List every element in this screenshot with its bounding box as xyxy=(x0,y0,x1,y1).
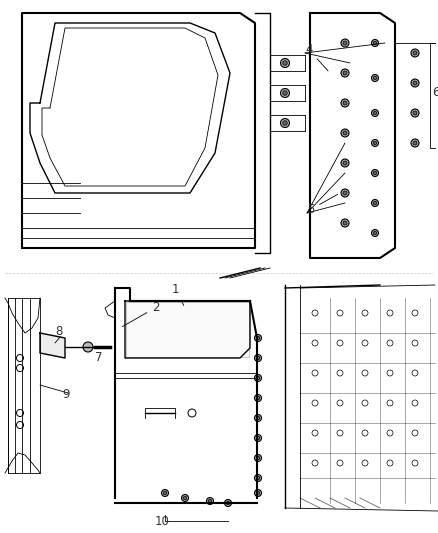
Circle shape xyxy=(280,59,290,68)
Circle shape xyxy=(343,101,347,105)
Circle shape xyxy=(341,129,349,137)
Circle shape xyxy=(343,131,347,135)
Circle shape xyxy=(256,436,260,440)
Circle shape xyxy=(411,139,419,147)
Circle shape xyxy=(208,499,212,503)
Circle shape xyxy=(183,496,187,500)
Circle shape xyxy=(411,79,419,87)
Circle shape xyxy=(413,111,417,115)
Circle shape xyxy=(280,118,290,127)
Circle shape xyxy=(413,51,417,55)
Circle shape xyxy=(254,354,261,361)
Circle shape xyxy=(254,375,261,382)
Circle shape xyxy=(413,81,417,85)
Circle shape xyxy=(283,121,287,125)
Circle shape xyxy=(254,415,261,422)
Circle shape xyxy=(254,394,261,401)
Circle shape xyxy=(254,474,261,481)
Circle shape xyxy=(341,159,349,167)
Circle shape xyxy=(343,161,347,165)
Circle shape xyxy=(343,191,347,195)
Circle shape xyxy=(413,141,417,145)
Circle shape xyxy=(181,495,188,502)
Circle shape xyxy=(256,396,260,400)
Circle shape xyxy=(256,376,260,379)
Text: 9: 9 xyxy=(62,388,70,401)
Circle shape xyxy=(373,111,377,115)
Circle shape xyxy=(411,109,419,117)
Text: 6: 6 xyxy=(432,86,438,99)
Circle shape xyxy=(373,231,377,235)
Circle shape xyxy=(256,491,260,495)
Circle shape xyxy=(371,230,378,237)
Circle shape xyxy=(343,41,347,45)
Text: 1: 1 xyxy=(172,283,184,305)
Circle shape xyxy=(226,501,230,505)
Text: 7: 7 xyxy=(95,351,102,364)
Bar xyxy=(126,302,249,357)
Circle shape xyxy=(280,88,290,98)
Circle shape xyxy=(283,91,287,95)
Circle shape xyxy=(371,39,378,46)
Circle shape xyxy=(373,171,377,175)
Circle shape xyxy=(373,141,377,145)
Circle shape xyxy=(341,99,349,107)
Circle shape xyxy=(343,221,347,225)
Text: 10: 10 xyxy=(155,515,170,528)
Circle shape xyxy=(341,39,349,47)
Circle shape xyxy=(371,199,378,206)
Circle shape xyxy=(256,416,260,420)
Circle shape xyxy=(254,489,261,497)
Circle shape xyxy=(343,71,347,75)
Circle shape xyxy=(371,169,378,176)
Circle shape xyxy=(373,41,377,45)
Circle shape xyxy=(162,489,169,497)
Circle shape xyxy=(341,219,349,227)
Circle shape xyxy=(256,477,260,480)
Circle shape xyxy=(83,342,93,352)
Circle shape xyxy=(341,69,349,77)
Circle shape xyxy=(254,455,261,462)
Circle shape xyxy=(411,49,419,57)
Circle shape xyxy=(283,61,287,65)
Circle shape xyxy=(225,499,232,506)
Circle shape xyxy=(256,356,260,360)
Polygon shape xyxy=(40,333,65,358)
Circle shape xyxy=(254,335,261,342)
Text: 8: 8 xyxy=(55,325,62,338)
Circle shape xyxy=(206,497,213,505)
Circle shape xyxy=(371,140,378,147)
Circle shape xyxy=(341,189,349,197)
Text: 2: 2 xyxy=(122,301,159,327)
Circle shape xyxy=(371,75,378,82)
Circle shape xyxy=(373,201,377,205)
Circle shape xyxy=(371,109,378,117)
Text: 5: 5 xyxy=(307,195,338,216)
Circle shape xyxy=(254,434,261,441)
Text: 4: 4 xyxy=(305,43,328,71)
Circle shape xyxy=(373,76,377,80)
Circle shape xyxy=(163,491,167,495)
Circle shape xyxy=(256,336,260,340)
Circle shape xyxy=(256,456,260,460)
